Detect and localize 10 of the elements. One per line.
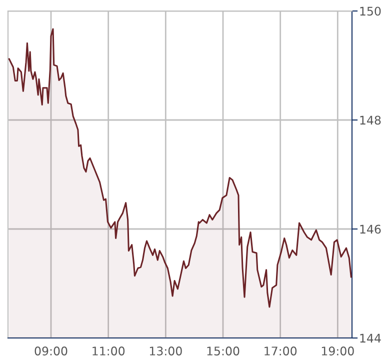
x-tick-label: 17:00 (264, 346, 297, 356)
x-tick-label: 09:00 (34, 346, 68, 356)
y-tick-label: 144 (360, 334, 381, 342)
x-tick-label: 19:00 (322, 346, 354, 356)
y-tick-label: 150 (360, 6, 381, 16)
x-tick-label: 13:00 (150, 346, 182, 356)
x-tick-label: 11:00 (92, 346, 125, 356)
y-tick-label: 146 (360, 224, 381, 234)
y-tick-label: 148 (360, 116, 381, 125)
x-tick-label: 15:00 (207, 346, 240, 356)
